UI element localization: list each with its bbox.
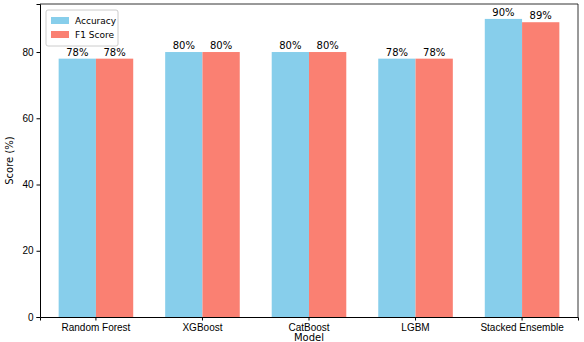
bar — [165, 52, 202, 317]
data-label: 78% — [66, 47, 88, 58]
x-tick-label: Random Forest — [61, 322, 130, 333]
y-tick: 20 — [22, 245, 40, 256]
x-tick-label: XGBoost — [182, 322, 222, 333]
x-tick: CatBoost — [288, 317, 329, 333]
data-label: 78% — [423, 47, 445, 58]
data-label: 90% — [492, 7, 514, 18]
y-tick: 40 — [22, 179, 40, 190]
y-axis-title: Score (%) — [4, 136, 15, 185]
legend-label: F1 Score — [75, 30, 114, 40]
legend-item: F1 Score — [51, 30, 114, 40]
data-label: 80% — [210, 40, 232, 51]
legend-item: Accuracy — [51, 16, 117, 26]
frame — [578, 4, 579, 317]
y-tick-mark — [37, 317, 41, 318]
legend: Accuracy F1 Score — [46, 10, 118, 46]
bar — [378, 59, 415, 317]
bar — [202, 52, 239, 317]
bar — [522, 22, 559, 317]
data-labels: 78% 80% 80% 78% 90% 78% 80% 80% 78% 89% — [66, 7, 552, 58]
data-label: 78% — [386, 47, 408, 58]
legend-swatch — [51, 17, 69, 24]
x-tick-mark — [415, 317, 416, 321]
y-tick-label: 40 — [22, 179, 34, 190]
x-axis: Random Forest XGBoost CatBoost LGBM Stacked … — [41, 317, 579, 333]
x-tick-mark — [522, 317, 523, 321]
legend-swatch — [51, 31, 69, 38]
x-axis-line — [41, 318, 579, 321]
y-tick-label: 80 — [22, 47, 34, 58]
bar — [309, 52, 346, 317]
y-axis: 0 20 40 60 80 — [22, 5, 40, 323]
y-tick-label: 0 — [28, 312, 34, 323]
bar — [272, 52, 309, 317]
legend-label: Accuracy — [75, 16, 117, 26]
x-axis-title: Model — [294, 332, 324, 342]
data-label: 80% — [279, 40, 301, 51]
data-label: 80% — [317, 40, 339, 51]
y-tick: 80 — [22, 47, 40, 58]
y-tick-mark — [37, 185, 41, 186]
bars — [59, 19, 560, 317]
y-tick-mark — [37, 251, 41, 252]
data-label: 78% — [103, 47, 125, 58]
bar — [96, 59, 133, 317]
data-label: 89% — [530, 10, 552, 21]
y-tick-label: 20 — [22, 245, 34, 256]
y-tick-mark — [37, 52, 41, 53]
bar — [416, 59, 453, 317]
x-tick-label: LGBM — [401, 322, 429, 333]
x-tick-label: Stacked Ensemble — [480, 322, 564, 333]
x-tick: XGBoost — [182, 317, 222, 333]
x-tick-label: CatBoost — [288, 322, 329, 333]
y-axis-line — [37, 5, 41, 318]
y-tick-label: 60 — [22, 113, 34, 124]
x-tick: Stacked Ensemble — [480, 317, 564, 333]
bar — [59, 59, 96, 317]
x-tick-mark — [202, 317, 203, 321]
data-label: 80% — [173, 40, 195, 51]
x-tick-mark — [95, 317, 96, 321]
x-tick: Random Forest — [61, 317, 130, 333]
y-tick-mark — [37, 118, 41, 119]
legend-frame — [46, 10, 118, 46]
plot-area: Random Forest XGBoost CatBoost LGBM Stacked … — [4, 4, 579, 342]
x-tick: LGBM — [401, 317, 429, 333]
bar — [485, 19, 522, 317]
chart: Random Forest XGBoost CatBoost LGBM Stacked … — [0, 0, 584, 342]
y-tick: 60 — [22, 113, 40, 124]
y-tick: 0 — [28, 312, 40, 323]
x-tick-mark — [309, 317, 310, 321]
frame — [40, 4, 578, 5]
